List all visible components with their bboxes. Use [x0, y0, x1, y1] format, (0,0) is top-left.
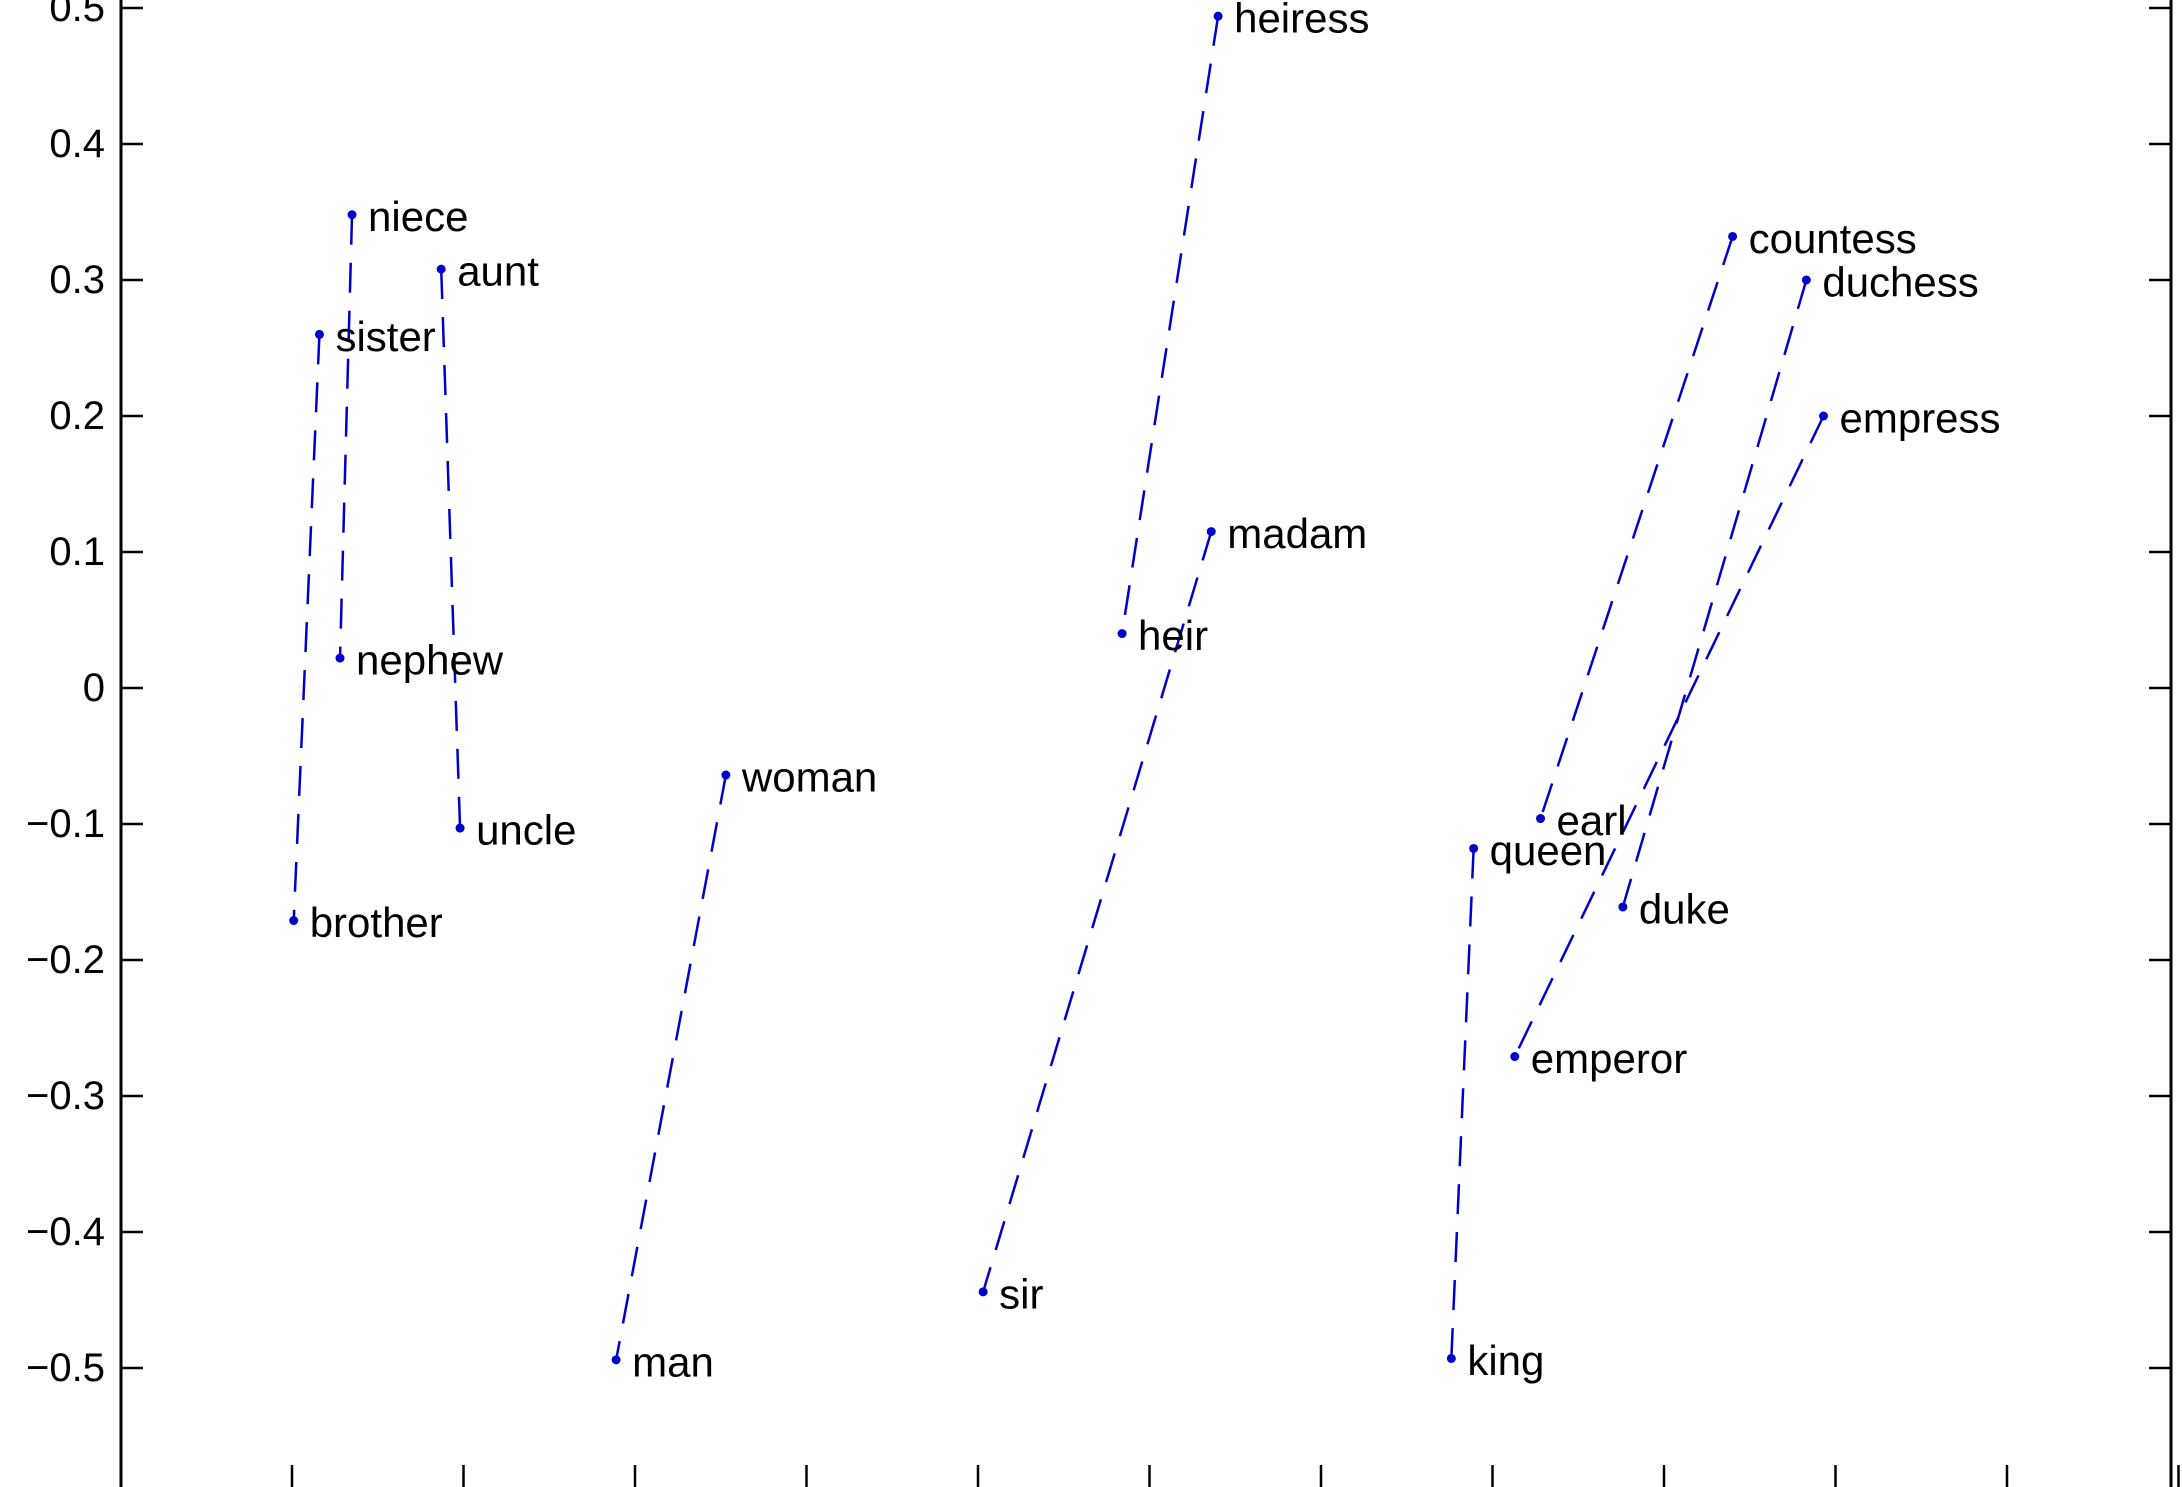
- label-sir: sir: [999, 1270, 1043, 1317]
- label-duchess: duchess: [1822, 259, 1978, 306]
- y-tick-label: 0.3: [49, 258, 105, 302]
- label-countess: countess: [1749, 215, 1917, 262]
- pair-line-woman-man: [614, 774, 728, 1361]
- label-duke: duke: [1639, 885, 1730, 932]
- x-ticks: [290, 1465, 2180, 1487]
- point-niece: [347, 210, 357, 220]
- point-countess: [1728, 231, 1738, 241]
- point-uncle: [455, 823, 465, 833]
- point-duke: [1618, 902, 1628, 912]
- pair-line-duchess-duke: [1621, 279, 1808, 908]
- y-tick-label: 0.5: [49, 0, 105, 30]
- label-sister: sister: [335, 313, 435, 360]
- point-queen: [1469, 843, 1479, 853]
- label-emperor: emperor: [1531, 1035, 1687, 1082]
- label-earl: earl: [1557, 797, 1627, 844]
- pair-line-countess-earl: [1539, 236, 1734, 819]
- label-king: king: [1467, 1337, 1544, 1384]
- label-brother: brother: [310, 899, 443, 946]
- point-king: [1446, 1353, 1456, 1363]
- y-tick-label: 0: [83, 666, 105, 710]
- point-emperor: [1510, 1052, 1520, 1062]
- point-sister: [314, 329, 324, 339]
- point-man: [611, 1355, 621, 1365]
- y-tick-label: −0.2: [26, 938, 105, 982]
- word-labels: niece aunt sister nephew uncle brother woman ma…: [310, 0, 2001, 1385]
- label-empress: empress: [1839, 395, 2000, 442]
- point-woman: [721, 770, 731, 780]
- point-duchess: [1801, 275, 1811, 285]
- label-uncle: uncle: [476, 807, 576, 854]
- label-niece: niece: [368, 193, 468, 240]
- label-man: man: [632, 1338, 714, 1385]
- y-tick-label: −0.4: [26, 1210, 105, 1254]
- label-heir: heir: [1138, 612, 1208, 659]
- pair-line-sister-brother: [292, 334, 321, 921]
- label-woman: woman: [741, 754, 877, 801]
- point-madam: [1206, 527, 1216, 537]
- data-points: [289, 11, 1828, 1365]
- point-brother: [289, 916, 299, 926]
- y-tick-label: 0.2: [49, 394, 105, 438]
- axes: [119, 0, 2173, 1487]
- label-madam: madam: [1227, 510, 1367, 557]
- point-empress: [1818, 411, 1828, 421]
- pair-line-niece-nephew: [338, 214, 354, 659]
- y-tick-label: −0.3: [26, 1074, 105, 1118]
- pair-line-queen-king: [1450, 848, 1475, 1359]
- pair-line-aunt-uncle: [439, 269, 462, 829]
- y-tick-label: −0.1: [26, 802, 105, 846]
- y-tick-label: −0.5: [26, 1346, 105, 1390]
- point-sir: [978, 1287, 988, 1297]
- point-heir: [1117, 629, 1127, 639]
- label-nephew: nephew: [356, 637, 504, 684]
- pair-line-heiress-heir: [1120, 15, 1220, 634]
- label-queen: queen: [1490, 827, 1607, 874]
- label-heiress: heiress: [1234, 0, 1369, 42]
- point-earl: [1536, 814, 1546, 824]
- pair-lines: [292, 15, 1825, 1361]
- y-ticks: 0.5 0.4 0.3 0.2 0.1 0 −0.1 −0.2 −0.3 −0.4 −0.5: [26, 0, 2171, 1390]
- y-tick-label: 0.1: [49, 530, 105, 574]
- pair-line-empress-emperor: [1513, 415, 1825, 1058]
- label-aunt: aunt: [457, 248, 539, 295]
- y-tick-label: 0.4: [49, 122, 105, 166]
- pair-line-madam-sir: [981, 531, 1213, 1293]
- point-aunt: [436, 264, 446, 274]
- point-heiress: [1213, 11, 1223, 21]
- point-nephew: [335, 653, 345, 663]
